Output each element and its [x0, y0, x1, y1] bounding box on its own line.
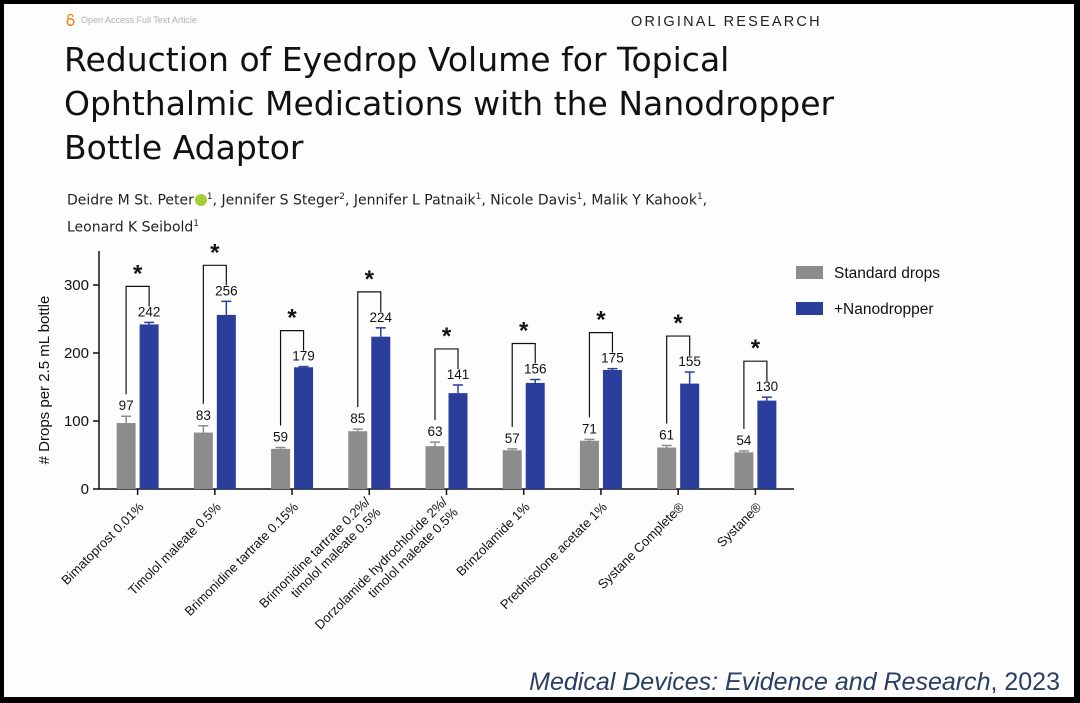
data-label: 179 [292, 349, 315, 364]
significance-star: * [519, 318, 529, 345]
data-label: 155 [678, 354, 701, 369]
x-tick-label-line: Bimatoprost 0.01% [58, 499, 147, 588]
author-affiliation: 1 [576, 192, 583, 202]
bar-nanodropper [371, 336, 391, 489]
y-tick-label: 0 [81, 481, 89, 498]
data-label: 54 [736, 433, 752, 448]
citation-year: , 2023 [990, 668, 1060, 696]
orcid-icon[interactable] [194, 193, 207, 206]
significance-star: * [287, 305, 297, 332]
bar-nanodropper [139, 324, 159, 489]
bar-standard [657, 447, 677, 489]
x-tick-label: Brinzolamide 1% [453, 499, 533, 579]
x-tick-label: Systane® [714, 499, 765, 550]
author-name: Malik Y Kahook [591, 192, 697, 209]
bar-standard [116, 423, 136, 489]
journal-citation: Medical Devices: Evidence and Research, … [529, 668, 1060, 697]
data-label: 256 [215, 283, 238, 298]
data-label: 83 [196, 408, 211, 423]
open-access-lock-icon [66, 14, 75, 26]
bar-nanodropper [294, 367, 314, 489]
x-tick-label-line: Systane® [714, 499, 765, 550]
significance-bracket [279, 330, 305, 426]
author-name: Leonard K Seibold [67, 219, 194, 236]
author-name: Jennifer S Steger [221, 192, 340, 209]
significance-bracket [588, 332, 614, 418]
significance-star: * [673, 310, 683, 337]
significance-bracket [357, 291, 382, 408]
significance-star: * [210, 239, 220, 266]
y-tick-label: 300 [64, 277, 89, 294]
paper-title: Reduction of Eyedrop Volume for Topical … [64, 40, 835, 167]
citation-journal: Medical Devices: Evidence and Research [529, 668, 991, 696]
section-label: ORIGINAL RESEARCH [631, 14, 822, 30]
author-affiliation: 1 [696, 192, 703, 202]
author-name: Nicole Davis [490, 192, 577, 209]
data-label: 141 [447, 367, 470, 382]
bar-standard [734, 452, 754, 489]
data-label: 224 [370, 310, 393, 325]
bar-nanodropper [602, 370, 622, 489]
data-label: 175 [601, 351, 624, 366]
legend-label: +Nanodropper [834, 301, 934, 318]
significance-bracket [666, 335, 691, 424]
author-affiliation: 1 [193, 218, 200, 229]
bar-standard [271, 448, 291, 489]
significance-star: * [596, 307, 606, 334]
bar-nanodropper [216, 314, 236, 489]
author-affiliation: 1 [206, 192, 213, 202]
data-label: 61 [659, 427, 674, 442]
x-tick-label: Systane Complete® [595, 499, 688, 592]
bar-chart: 0 100 200 300 # Drops per 2.5 mL bottle 97 242… [36, 239, 940, 643]
data-label: 156 [524, 362, 547, 377]
bar-standard [348, 431, 368, 489]
significance-star: * [442, 323, 452, 350]
bar-nanodropper [525, 382, 545, 489]
author-name: Deidre M St. Peter [67, 192, 194, 209]
y-tick-label: 100 [64, 413, 89, 430]
significance-star: * [751, 335, 761, 362]
data-label: 97 [119, 398, 134, 413]
author-affiliation: 1 [475, 192, 482, 202]
legend-swatch-standard [796, 266, 823, 279]
x-tick-label-line: Systane Complete® [595, 499, 688, 592]
data-label: 63 [427, 424, 442, 439]
y-axis-label: # Drops per 2.5 mL bottle [36, 296, 53, 465]
data-label: 71 [582, 421, 597, 436]
significance-star: * [133, 260, 143, 287]
bar-standard [502, 450, 522, 489]
author-name: Jennifer L Patnaik [353, 192, 476, 209]
data-label: 85 [350, 411, 365, 426]
data-label: 59 [273, 430, 288, 445]
significance-bracket [511, 342, 536, 427]
bar-standard [579, 440, 599, 489]
y-tick-label: 200 [64, 345, 89, 362]
open-access-badge: Open Access Full Text Article [66, 14, 197, 26]
bar-standard [425, 446, 445, 489]
significance-bracket [125, 285, 150, 395]
x-tick-label: Brimonidine tartrate 0.2%/timolol maleat… [256, 494, 384, 622]
open-access-label: Open Access Full Text Article [81, 15, 197, 25]
bar-nanodropper [757, 400, 777, 489]
significance-bracket [434, 348, 459, 421]
bar-nanodropper [680, 383, 700, 489]
bar-standard [193, 432, 213, 489]
data-label: 57 [505, 431, 520, 446]
bar-nanodropper [448, 393, 468, 489]
x-tick-label: Dorzolamide hydrochloride 2%/timolol mal… [312, 494, 461, 643]
x-tick-label: Bimatoprost 0.01% [58, 499, 147, 588]
data-label: 130 [756, 379, 779, 394]
legend-label: Standard drops [834, 265, 940, 282]
author-affiliation: 2 [339, 192, 345, 202]
x-tick-label-line: Brinzolamide 1% [453, 499, 533, 579]
significance-star: * [365, 266, 375, 293]
legend-swatch-nanodropper [796, 302, 823, 315]
author-list: Deidre M St. Peter 1, Jennifer S Steger2,… [67, 192, 708, 236]
significance-bracket [202, 264, 227, 404]
data-label: 242 [138, 304, 161, 319]
slide-frame: Open Access Full Text Article ORIGINAL R… [4, 4, 1074, 697]
significance-bracket [743, 360, 768, 429]
